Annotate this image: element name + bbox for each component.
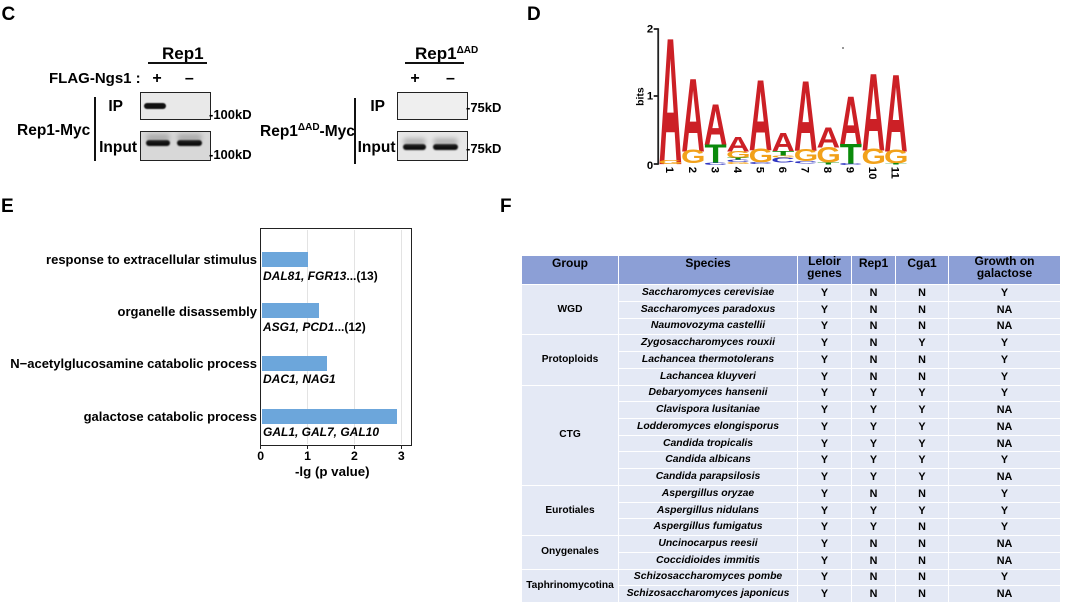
svg-text:C: C — [771, 156, 795, 164]
svg-text:G: G — [749, 144, 773, 167]
svg-text:C: C — [794, 160, 818, 164]
svg-text:1: 1 — [663, 167, 675, 173]
svg-text:G: G — [658, 160, 682, 166]
svg-text:T: T — [840, 137, 862, 169]
svg-text:A: A — [749, 59, 772, 172]
svg-text:G: G — [794, 146, 818, 166]
svg-text:2: 2 — [647, 23, 653, 35]
svg-text:G: G — [681, 145, 705, 167]
svg-text:9: 9 — [844, 167, 856, 173]
svg-text:G: G — [726, 149, 750, 160]
svg-text:G: G — [861, 144, 885, 169]
svg-text:0: 0 — [647, 160, 653, 172]
svg-text:A: A — [772, 128, 795, 158]
svg-text:T: T — [817, 162, 840, 165]
svg-text:G: G — [816, 142, 840, 167]
svg-text:T: T — [772, 149, 794, 157]
svg-text:A: A — [659, 10, 682, 195]
svg-text:A: A — [839, 82, 862, 160]
svg-text:3: 3 — [708, 167, 720, 173]
svg-text:A: A — [704, 92, 727, 157]
svg-text:7: 7 — [799, 167, 811, 173]
svg-text:T: T — [727, 158, 750, 160]
svg-text:6: 6 — [776, 167, 788, 173]
svg-text:C: C — [726, 159, 750, 163]
svg-text:1: 1 — [647, 91, 653, 103]
svg-text:G: G — [726, 161, 750, 164]
svg-text:A: A — [884, 53, 907, 176]
svg-text:A: A — [726, 132, 749, 156]
svg-text:T: T — [704, 138, 727, 169]
svg-text:A: A — [794, 60, 817, 172]
svg-text:5: 5 — [753, 167, 765, 173]
svg-text:C: C — [839, 163, 863, 166]
svg-text:C: C — [703, 162, 727, 166]
svg-text:4: 4 — [731, 167, 743, 174]
svg-text:G: G — [884, 145, 908, 168]
svg-text:A: A — [862, 52, 885, 175]
svg-text:bits: bits — [635, 87, 647, 106]
svg-text:8: 8 — [821, 167, 833, 173]
svg-text:G: G — [771, 155, 795, 158]
svg-text:T: T — [885, 163, 908, 165]
svg-text:C: C — [749, 162, 773, 165]
svg-text:11: 11 — [889, 167, 901, 179]
svg-text:2: 2 — [686, 167, 698, 173]
svg-text:10: 10 — [866, 167, 878, 180]
svg-text:A: A — [817, 121, 840, 154]
svg-text:A: A — [681, 58, 704, 174]
